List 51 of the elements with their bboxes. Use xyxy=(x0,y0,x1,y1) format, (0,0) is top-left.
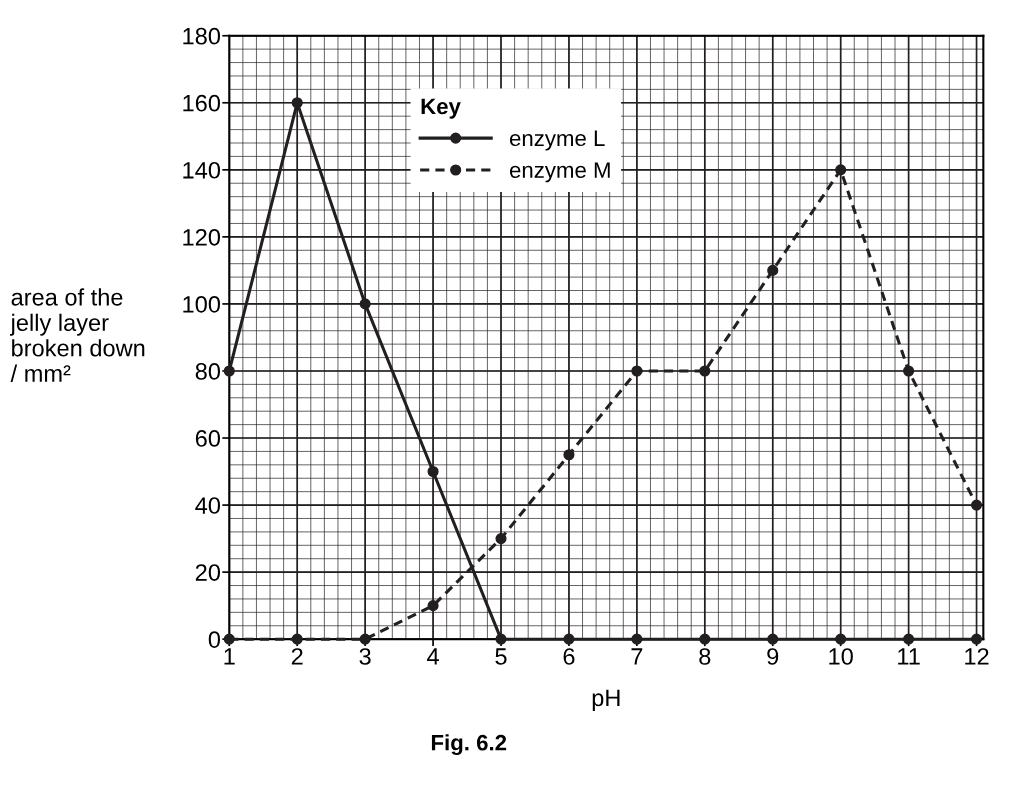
point xyxy=(699,633,711,645)
legend-label: enzyme L xyxy=(509,130,605,151)
y-tick-label: 40 xyxy=(195,497,221,514)
x-tick-label: 3 xyxy=(359,648,371,665)
x-tick-label: 6 xyxy=(563,648,575,665)
point xyxy=(495,533,507,545)
point xyxy=(835,164,847,176)
point xyxy=(427,600,439,612)
y-tick-label: 80 xyxy=(195,363,221,380)
point xyxy=(699,365,711,377)
point xyxy=(427,465,439,478)
x-tick-label: 10 xyxy=(829,648,853,665)
point xyxy=(359,298,371,310)
x-tick-label: 7 xyxy=(631,648,643,665)
y-tick-label: 60 xyxy=(195,430,221,447)
y-tick-label: 20 xyxy=(195,564,221,581)
x-tick-label: 1 xyxy=(224,648,235,665)
y-axis-title: area of the jelly layer broken down / mm² xyxy=(10,288,145,382)
point xyxy=(223,365,235,377)
point xyxy=(563,449,575,461)
y-tick-label: 160 xyxy=(183,94,221,112)
caption: Fig. 6.2 xyxy=(431,734,507,756)
x-axis-title: pH xyxy=(592,689,620,711)
point xyxy=(970,633,983,645)
legend-label: enzyme M xyxy=(509,162,610,183)
point xyxy=(903,365,915,377)
point xyxy=(359,633,371,645)
point xyxy=(631,365,643,377)
y-tick-label: 180 xyxy=(183,27,221,45)
x-tick-label: 4 xyxy=(427,648,439,665)
x-tick-label: 2 xyxy=(291,648,303,665)
legend-title: Key xyxy=(421,98,461,119)
point xyxy=(291,633,303,645)
x-tick-label: 8 xyxy=(699,648,711,665)
y-tick-label: 120 xyxy=(183,228,221,246)
point xyxy=(970,499,983,511)
point xyxy=(767,633,779,645)
y-tick-label: 140 xyxy=(183,161,221,179)
x-tick-label: 9 xyxy=(767,648,779,665)
point xyxy=(767,264,779,276)
point xyxy=(563,633,575,645)
x-tick-label: 5 xyxy=(495,648,507,665)
y-tick-label: 0 xyxy=(208,631,221,648)
x-tick-label: 11 xyxy=(898,648,920,665)
point xyxy=(495,633,507,645)
point xyxy=(291,97,303,109)
x-tick-label: 12 xyxy=(965,648,989,665)
point xyxy=(631,633,643,645)
y-tick-label: 100 xyxy=(183,295,221,313)
point xyxy=(903,633,915,645)
point xyxy=(835,633,847,645)
